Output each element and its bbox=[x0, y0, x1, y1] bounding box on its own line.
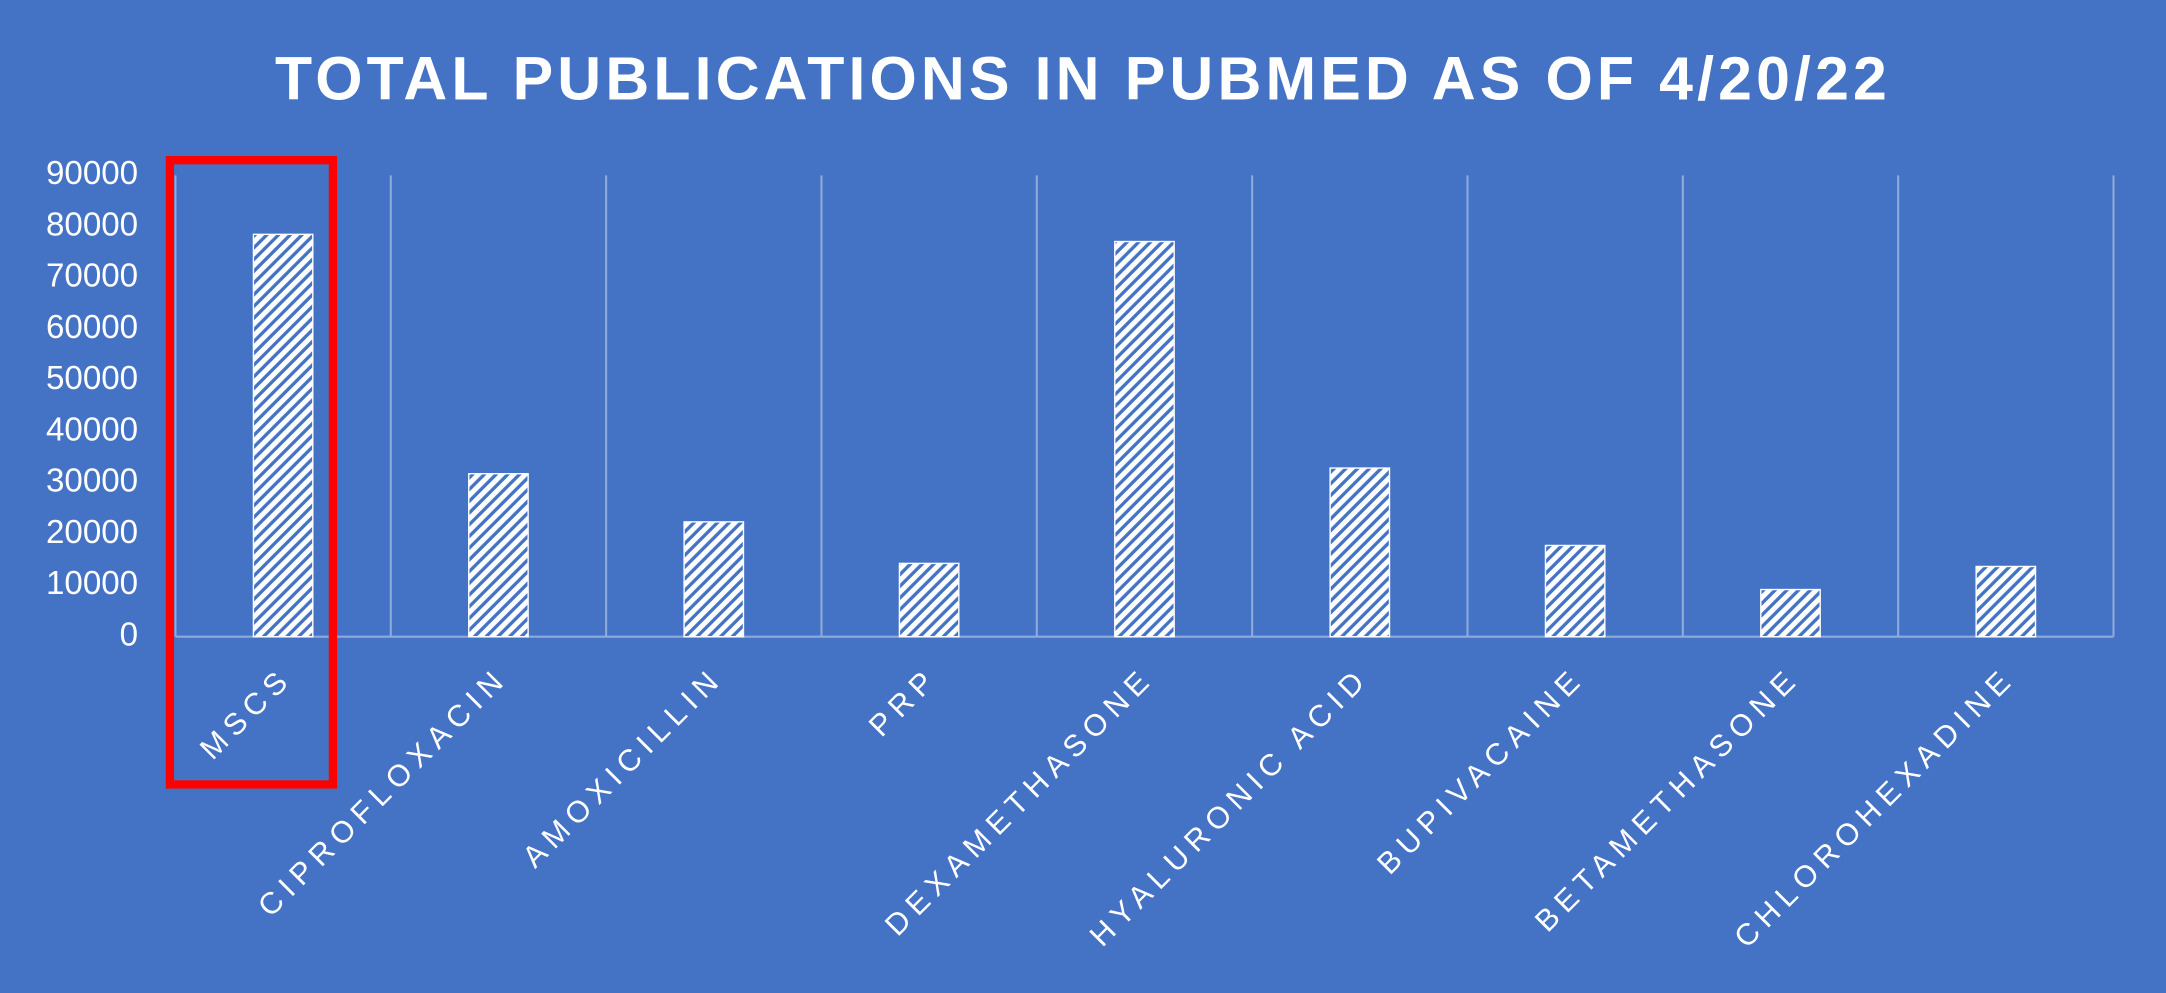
bar bbox=[1544, 544, 1606, 638]
highlight-box bbox=[165, 156, 338, 789]
y-tick-label: 50000 bbox=[46, 360, 138, 397]
bar bbox=[898, 562, 960, 638]
y-tick-label: 40000 bbox=[46, 411, 138, 448]
y-tick-label: 0 bbox=[120, 616, 138, 653]
y-tick-label: 20000 bbox=[46, 514, 138, 551]
y-tick-label: 90000 bbox=[46, 155, 138, 192]
bar bbox=[468, 473, 529, 638]
bar bbox=[1329, 467, 1391, 638]
bar bbox=[1114, 240, 1175, 638]
bar bbox=[683, 521, 745, 638]
bar bbox=[1975, 565, 2037, 638]
y-tick-label: 30000 bbox=[46, 463, 138, 500]
chart-title: TOTAL PUBLICATIONS IN PUBMED AS OF 4/20/… bbox=[275, 44, 1891, 112]
y-tick-label: 70000 bbox=[46, 258, 138, 295]
y-tick-label: 10000 bbox=[46, 565, 138, 602]
y-tick-label: 60000 bbox=[46, 309, 138, 346]
bar bbox=[1760, 588, 1821, 638]
bar bbox=[252, 233, 314, 638]
y-tick-label: 80000 bbox=[46, 206, 138, 243]
